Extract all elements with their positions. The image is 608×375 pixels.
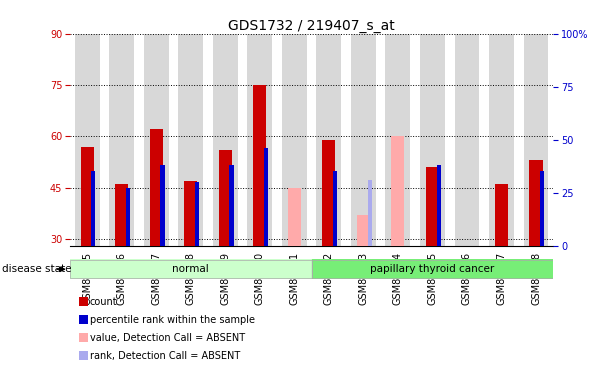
Text: value, Detection Call = ABSENT: value, Detection Call = ABSENT xyxy=(90,333,245,343)
Bar xyxy=(489,34,514,246)
Bar xyxy=(161,165,165,246)
Bar xyxy=(272,34,282,246)
Bar xyxy=(455,34,479,246)
Bar xyxy=(376,34,385,246)
Bar xyxy=(91,171,95,246)
Bar xyxy=(70,260,311,278)
Bar xyxy=(311,259,553,279)
Bar xyxy=(316,34,341,246)
Bar xyxy=(168,34,178,246)
Bar xyxy=(333,171,337,246)
Bar xyxy=(247,34,272,246)
Bar xyxy=(495,184,508,246)
Text: percentile rank within the sample: percentile rank within the sample xyxy=(90,315,255,325)
Bar xyxy=(109,34,134,246)
Bar xyxy=(150,129,163,246)
Bar xyxy=(184,181,198,246)
Bar xyxy=(351,34,376,246)
Bar xyxy=(420,34,445,246)
Bar xyxy=(254,85,266,246)
Bar xyxy=(437,165,441,246)
Bar xyxy=(540,171,544,246)
Bar xyxy=(514,34,523,246)
Bar xyxy=(134,34,144,246)
Bar xyxy=(311,260,553,278)
Bar xyxy=(307,34,316,246)
Bar xyxy=(282,34,307,246)
Bar xyxy=(426,167,439,246)
Bar xyxy=(385,34,410,246)
Bar xyxy=(357,215,370,246)
Bar xyxy=(341,34,351,246)
Bar xyxy=(238,34,247,246)
Bar xyxy=(523,34,548,246)
Bar xyxy=(229,165,233,246)
Text: normal: normal xyxy=(173,264,209,274)
Bar xyxy=(203,34,213,246)
Bar xyxy=(410,34,420,246)
Bar xyxy=(100,34,109,246)
Bar xyxy=(392,136,404,246)
Text: papillary thyroid cancer: papillary thyroid cancer xyxy=(370,264,494,274)
Bar xyxy=(219,150,232,246)
Bar xyxy=(178,34,203,246)
Text: count: count xyxy=(90,297,117,307)
Bar xyxy=(144,34,168,246)
Bar xyxy=(445,34,455,246)
Bar xyxy=(367,180,371,246)
Bar xyxy=(126,188,130,246)
Bar xyxy=(70,259,311,279)
Bar xyxy=(213,34,238,246)
Text: rank, Detection Call = ABSENT: rank, Detection Call = ABSENT xyxy=(90,351,240,361)
Text: disease state: disease state xyxy=(2,264,71,274)
Bar xyxy=(322,140,336,246)
Title: GDS1732 / 219407_s_at: GDS1732 / 219407_s_at xyxy=(228,19,395,33)
Bar xyxy=(75,34,100,246)
Bar xyxy=(479,34,489,246)
Bar xyxy=(288,188,301,246)
Bar xyxy=(81,147,94,246)
Bar xyxy=(530,160,542,246)
Bar xyxy=(264,148,268,246)
Bar xyxy=(195,182,199,246)
Bar xyxy=(115,184,128,246)
